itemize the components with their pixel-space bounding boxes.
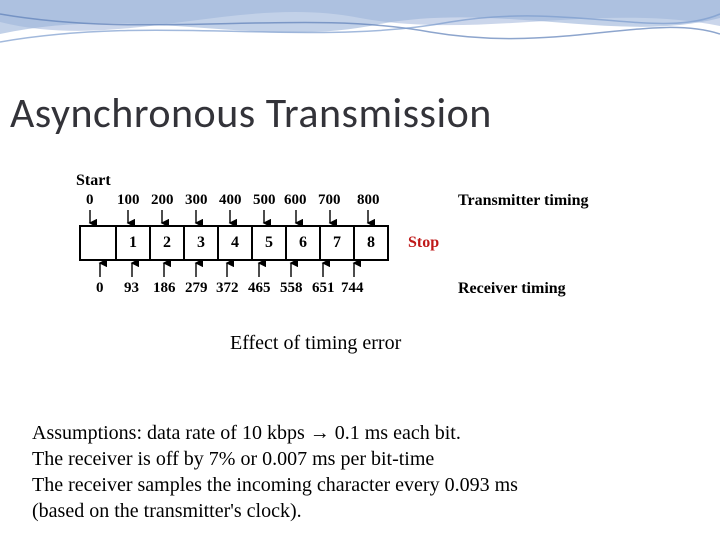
bit-cell-2: 2 <box>163 234 171 252</box>
rx-time-0: 0 <box>96 280 104 297</box>
bit-cell-5: 5 <box>265 234 273 252</box>
bit-cell-1: 1 <box>129 234 137 252</box>
bit-cell-7: 7 <box>333 234 341 252</box>
bit-cell-8: 8 <box>367 234 375 252</box>
rx-time-7: 651 <box>312 280 335 297</box>
rx-time-5: 465 <box>248 280 271 297</box>
body-line-2: The receiver is off by 7% or 0.007 ms pe… <box>32 446 682 472</box>
rx-time-3: 279 <box>185 280 208 297</box>
body-line-4: (based on the transmitter's clock). <box>32 498 682 524</box>
body-line-3: The receiver samples the incoming charac… <box>32 472 682 498</box>
receiver-timing-label: Receiver timing <box>458 280 566 298</box>
rx-time-2: 186 <box>153 280 176 297</box>
bit-cell-3: 3 <box>197 234 205 252</box>
slide-title: Asynchronous Transmission <box>10 88 492 139</box>
body-line-1: Assumptions: data rate of 10 kbps → 0.1 … <box>32 420 682 446</box>
decorative-waves <box>0 0 720 90</box>
stop-label: Stop <box>408 234 439 252</box>
rx-time-1: 93 <box>124 280 139 297</box>
diagram-caption: Effect of timing error <box>230 332 401 355</box>
rx-time-4: 372 <box>216 280 239 297</box>
bit-cells-svg <box>0 172 720 332</box>
bit-cell-4: 4 <box>231 234 239 252</box>
rx-time-6: 558 <box>280 280 303 297</box>
assumptions-text: Assumptions: data rate of 10 kbps → 0.1 … <box>32 420 682 524</box>
rx-time-8: 744 <box>341 280 364 297</box>
bit-cell-6: 6 <box>299 234 307 252</box>
